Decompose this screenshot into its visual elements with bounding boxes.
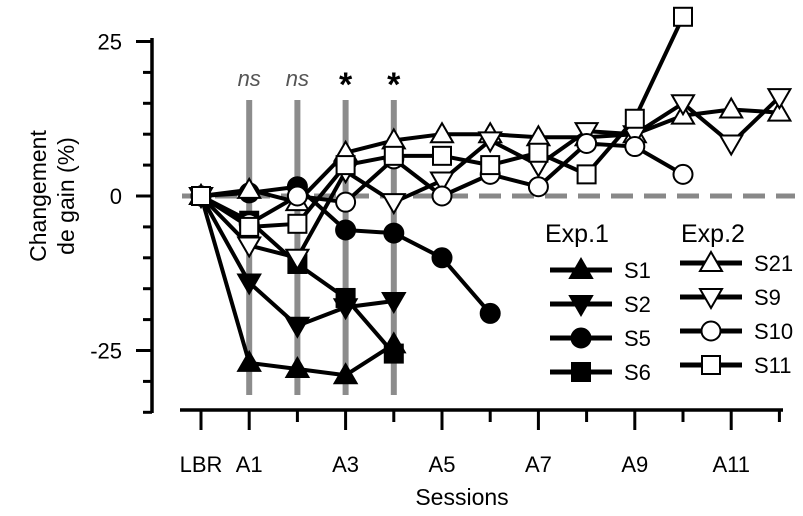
significance-labels: ns ns * * [238, 66, 402, 104]
y-axis-title-line1: Changement [25, 130, 51, 262]
legend-item-s10: S10 [680, 319, 793, 344]
legend-label: S11 [754, 353, 792, 378]
y-tick-label: 0 [110, 184, 122, 209]
x-tick-label: A11 [712, 452, 750, 477]
data-point-s9 [766, 88, 793, 111]
data-point-s2 [284, 316, 311, 339]
data-point-s11 [673, 6, 693, 27]
data-point-s9 [429, 171, 455, 194]
data-point-s21 [236, 176, 262, 199]
significance-label: * [387, 66, 401, 104]
significance-label: ns [286, 66, 309, 91]
legend-label: S1 [624, 258, 651, 283]
x-tick-label: A5 [429, 452, 456, 477]
legend-title-exp2: Exp.2 [681, 220, 745, 248]
data-point-s11 [335, 155, 356, 176]
series [188, 6, 793, 385]
data-point-s6 [383, 343, 404, 364]
data-point-s5 [479, 302, 501, 324]
legend-item-s9: S9 [680, 285, 781, 310]
legend-item-s11: S11 [680, 353, 792, 378]
data-point-s1 [284, 356, 311, 379]
data-point-s11 [239, 216, 260, 237]
legend-marker [701, 355, 721, 375]
data-point-s10 [527, 176, 549, 198]
data-point-s5 [335, 219, 357, 241]
series-s11 [191, 6, 693, 237]
legend-title-exp1: Exp.1 [545, 220, 609, 248]
legend-marker [570, 327, 592, 349]
data-point-s10 [624, 136, 646, 158]
legend-label: S5 [624, 326, 651, 351]
x-tick-label: A9 [621, 452, 648, 477]
x-axis-title: Sessions [415, 484, 508, 510]
data-point-s9 [670, 94, 696, 117]
data-point-s9 [284, 248, 311, 271]
legend-label: S9 [754, 285, 781, 310]
legend-marker [571, 362, 591, 382]
data-point-s21 [429, 121, 455, 144]
data-point-s11 [480, 155, 501, 176]
data-point-s10 [335, 191, 357, 213]
data-point-s2 [236, 273, 262, 296]
data-point-s9 [381, 193, 407, 216]
data-point-s11 [383, 145, 404, 166]
significance-label: * [339, 66, 353, 104]
legend: Exp.1 Exp.2 S1 S2 S5 S6 S21 S9 S10 S11 [545, 220, 793, 385]
data-point-s1 [236, 349, 262, 372]
legend-marker [698, 250, 724, 272]
data-point-s9 [477, 131, 503, 154]
data-point-s6 [335, 287, 356, 308]
legend-marker [700, 320, 722, 342]
data-point-s11 [576, 164, 597, 185]
legend-item-s21: S21 [680, 250, 793, 276]
legend-item-s1: S1 [550, 257, 651, 283]
x-tick-label: LBR [180, 452, 223, 477]
data-point-s21 [718, 96, 744, 119]
data-point-s10 [286, 185, 308, 207]
data-point-s10 [431, 185, 453, 207]
data-point-s11 [624, 108, 645, 129]
legend-marker [568, 257, 594, 279]
data-point-s2 [381, 292, 407, 315]
legend-label: S21 [754, 251, 793, 276]
data-point-s5 [431, 247, 453, 269]
legend-marker [568, 295, 594, 317]
legend-marker [698, 288, 724, 310]
x-tick-label: A7 [525, 452, 552, 477]
data-point-s9 [718, 134, 744, 157]
data-point-s11 [432, 145, 452, 166]
data-point-s10 [576, 132, 598, 154]
data-point-s9 [573, 122, 600, 145]
data-point-s11 [191, 186, 211, 206]
legend-item-s6: S6 [550, 360, 651, 385]
data-point-s9 [236, 236, 262, 259]
y-tick-label: 25 [98, 30, 122, 55]
data-point-s11 [528, 142, 549, 163]
axes [136, 38, 783, 430]
data-point-s21 [766, 99, 793, 122]
data-point-s1 [332, 362, 359, 385]
data-point-s5 [383, 222, 405, 244]
tick-labels: 25 0 -25 LBR A1 A3 A5 A7 A9 A11 [90, 30, 750, 478]
y-tick-label: -25 [90, 339, 122, 364]
legend-item-s2: S2 [550, 292, 651, 317]
x-tick-label: A3 [332, 452, 359, 477]
legend-label: S6 [624, 360, 651, 385]
data-point-s10 [672, 163, 694, 185]
legend-item-s5: S5 [550, 326, 651, 351]
y-axis-title-line2: de gain (%) [53, 137, 79, 255]
data-point-s11 [287, 213, 308, 234]
legend-label: S10 [754, 319, 793, 344]
significance-label: ns [238, 66, 261, 91]
legend-label: S2 [624, 292, 651, 317]
x-tick-label: A1 [236, 452, 263, 477]
